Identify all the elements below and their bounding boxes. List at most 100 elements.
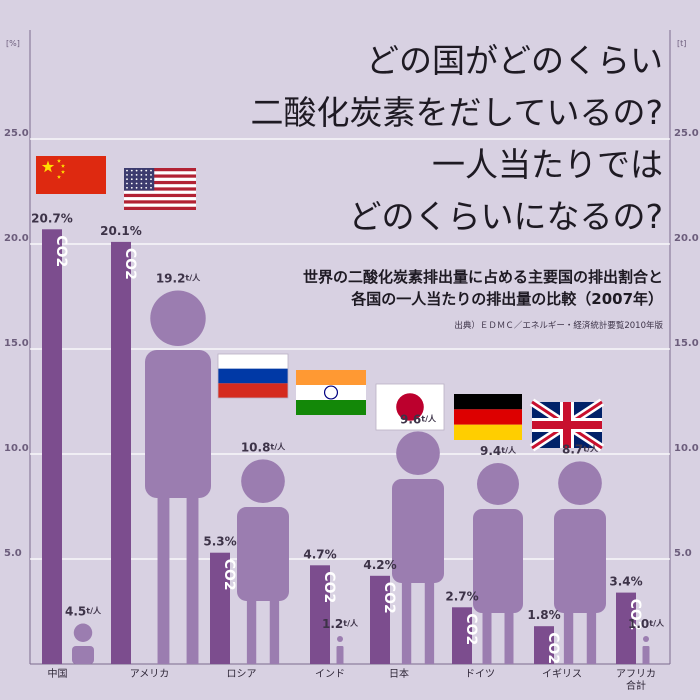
right-tick-label-3: 20.0 (674, 233, 699, 244)
person-leg-right-1 (186, 498, 199, 664)
right-tick-label-4: 25.0 (674, 128, 699, 139)
left-tick-label-4: 25.0 (4, 128, 29, 139)
bar-co2-label-6: CO2 (545, 632, 561, 664)
left-tick-label-1: 10.0 (4, 443, 29, 454)
russia-flag (217, 353, 289, 399)
japan-flag (375, 383, 445, 431)
person-figure-4 (392, 431, 444, 664)
china-flag (36, 156, 106, 194)
person-figure-3 (336, 636, 344, 664)
bar-value-label-2: 5.3% (203, 535, 236, 549)
category-label-2-0: ロシア (227, 669, 257, 680)
title-line-2: 二酸化炭素をだしているの? (250, 93, 663, 132)
bar-2 (210, 552, 230, 664)
flags-layer (36, 156, 605, 452)
bar-6 (534, 626, 554, 664)
bar-co2-label-2: CO2 (221, 559, 237, 591)
left-tick-label-2: 15.0 (4, 338, 29, 349)
person-body-4 (392, 479, 444, 583)
person-leg-left-5 (482, 613, 492, 664)
person-value-label-0: 4.5t/人 (65, 605, 102, 619)
category-label-4-0: 日本 (389, 667, 409, 680)
right-tick-label-1: 10.0 (674, 443, 699, 454)
bar-value-label-6: 1.8% (527, 608, 560, 622)
person-leg-right-4 (424, 583, 435, 664)
bar-5 (452, 607, 472, 664)
germany-flag (454, 394, 522, 440)
person-value-label-6: 8.7t/人 (562, 442, 599, 456)
left-tick-label-3: 20.0 (4, 233, 29, 244)
persons-layer (72, 290, 650, 664)
person-head-3 (337, 636, 343, 642)
person-head-0 (73, 623, 93, 642)
bar-0 (42, 229, 62, 665)
person-body-1 (145, 350, 211, 498)
category-label-6-0: イギリス (542, 668, 582, 680)
person-leg-left-4 (401, 583, 412, 664)
uk-flag (529, 398, 605, 452)
bar-co2-label-0: CO2 (53, 235, 69, 267)
person-value-label-5: 9.4t/人 (480, 444, 517, 458)
person-leg-left-2 (246, 601, 257, 664)
bar-co2-label-3: CO2 (321, 571, 337, 603)
person-figure-2 (237, 459, 289, 664)
right-axis-unit: [t] (677, 39, 686, 48)
person-value-label-7: 1.0t/人 (628, 617, 665, 631)
person-leg-left-1 (157, 498, 170, 664)
title-line-4: どのくらいになるの? (348, 197, 663, 236)
bars-layer (42, 229, 636, 665)
person-head-5 (477, 463, 519, 505)
person-head-7 (643, 636, 649, 642)
bar-1 (111, 241, 131, 664)
person-leg-right-5 (504, 613, 514, 664)
person-figure-5 (473, 463, 523, 664)
person-body-6 (554, 509, 606, 613)
person-figure-7 (642, 636, 650, 664)
person-value-label-3: 1.2t/人 (322, 617, 359, 631)
person-value-label-1: 19.2t/人 (156, 272, 201, 286)
person-body-7 (642, 646, 650, 664)
category-label-5-0: ドイツ (465, 669, 495, 680)
person-head-6 (558, 461, 602, 505)
subtitle-line-1: 世界の二酸化炭素排出量に占める主要国の排出割合と (303, 268, 663, 286)
india-flag (296, 370, 366, 415)
person-body-3 (336, 646, 344, 664)
right-tick-label-0: 5.0 (674, 548, 692, 559)
subtitle-line-2: 各国の一人当たりの排出量の比較（2007年） (350, 290, 663, 308)
title-line-3: 一人当たりでは (432, 145, 663, 184)
bar-7 (616, 592, 636, 664)
person-figure-6 (554, 461, 606, 664)
person-body-0 (72, 646, 94, 664)
bar-co2-label-4: CO2 (381, 582, 397, 614)
person-head-2 (241, 459, 285, 503)
bar-co2-label-7: CO2 (627, 599, 643, 631)
title-line-1: どの国がどのくらい (366, 41, 663, 80)
category-label-3-0: インド (315, 669, 345, 680)
bar-co2-label-5: CO2 (463, 613, 479, 645)
person-leg-right-2 (269, 601, 280, 664)
person-body-2 (237, 507, 289, 601)
category-label-1-0: アメリカ (130, 668, 170, 680)
bar-value-label-5: 2.7% (445, 589, 478, 603)
person-leg-right-6 (586, 613, 597, 664)
bar-value-label-4: 4.2% (363, 558, 396, 572)
bar-co2-label-1: CO2 (122, 248, 138, 280)
bar-value-label-7: 3.4% (609, 575, 642, 589)
category-label-0-0: 中国 (48, 667, 68, 680)
bar-3 (310, 565, 330, 664)
person-head-4 (396, 431, 440, 475)
bar-4 (370, 575, 390, 664)
person-head-1 (150, 290, 206, 346)
person-value-label-2: 10.8t/人 (241, 440, 286, 454)
left-tick-label-0: 5.0 (4, 548, 22, 559)
person-value-label-4: 9.6t/人 (400, 412, 437, 426)
person-body-5 (473, 509, 523, 613)
bar-value-label-3: 4.7% (303, 547, 336, 561)
bar-value-label-0: 20.7% (31, 211, 73, 225)
category-label-7-1: 合計 (626, 679, 646, 692)
chart-title: どの国がどのくらい 二酸化炭素をだしているの? 一人当たりでは どのくらいになる… (250, 41, 663, 236)
person-figure-0 (72, 623, 94, 664)
bar-value-label-1: 20.1% (100, 224, 142, 238)
